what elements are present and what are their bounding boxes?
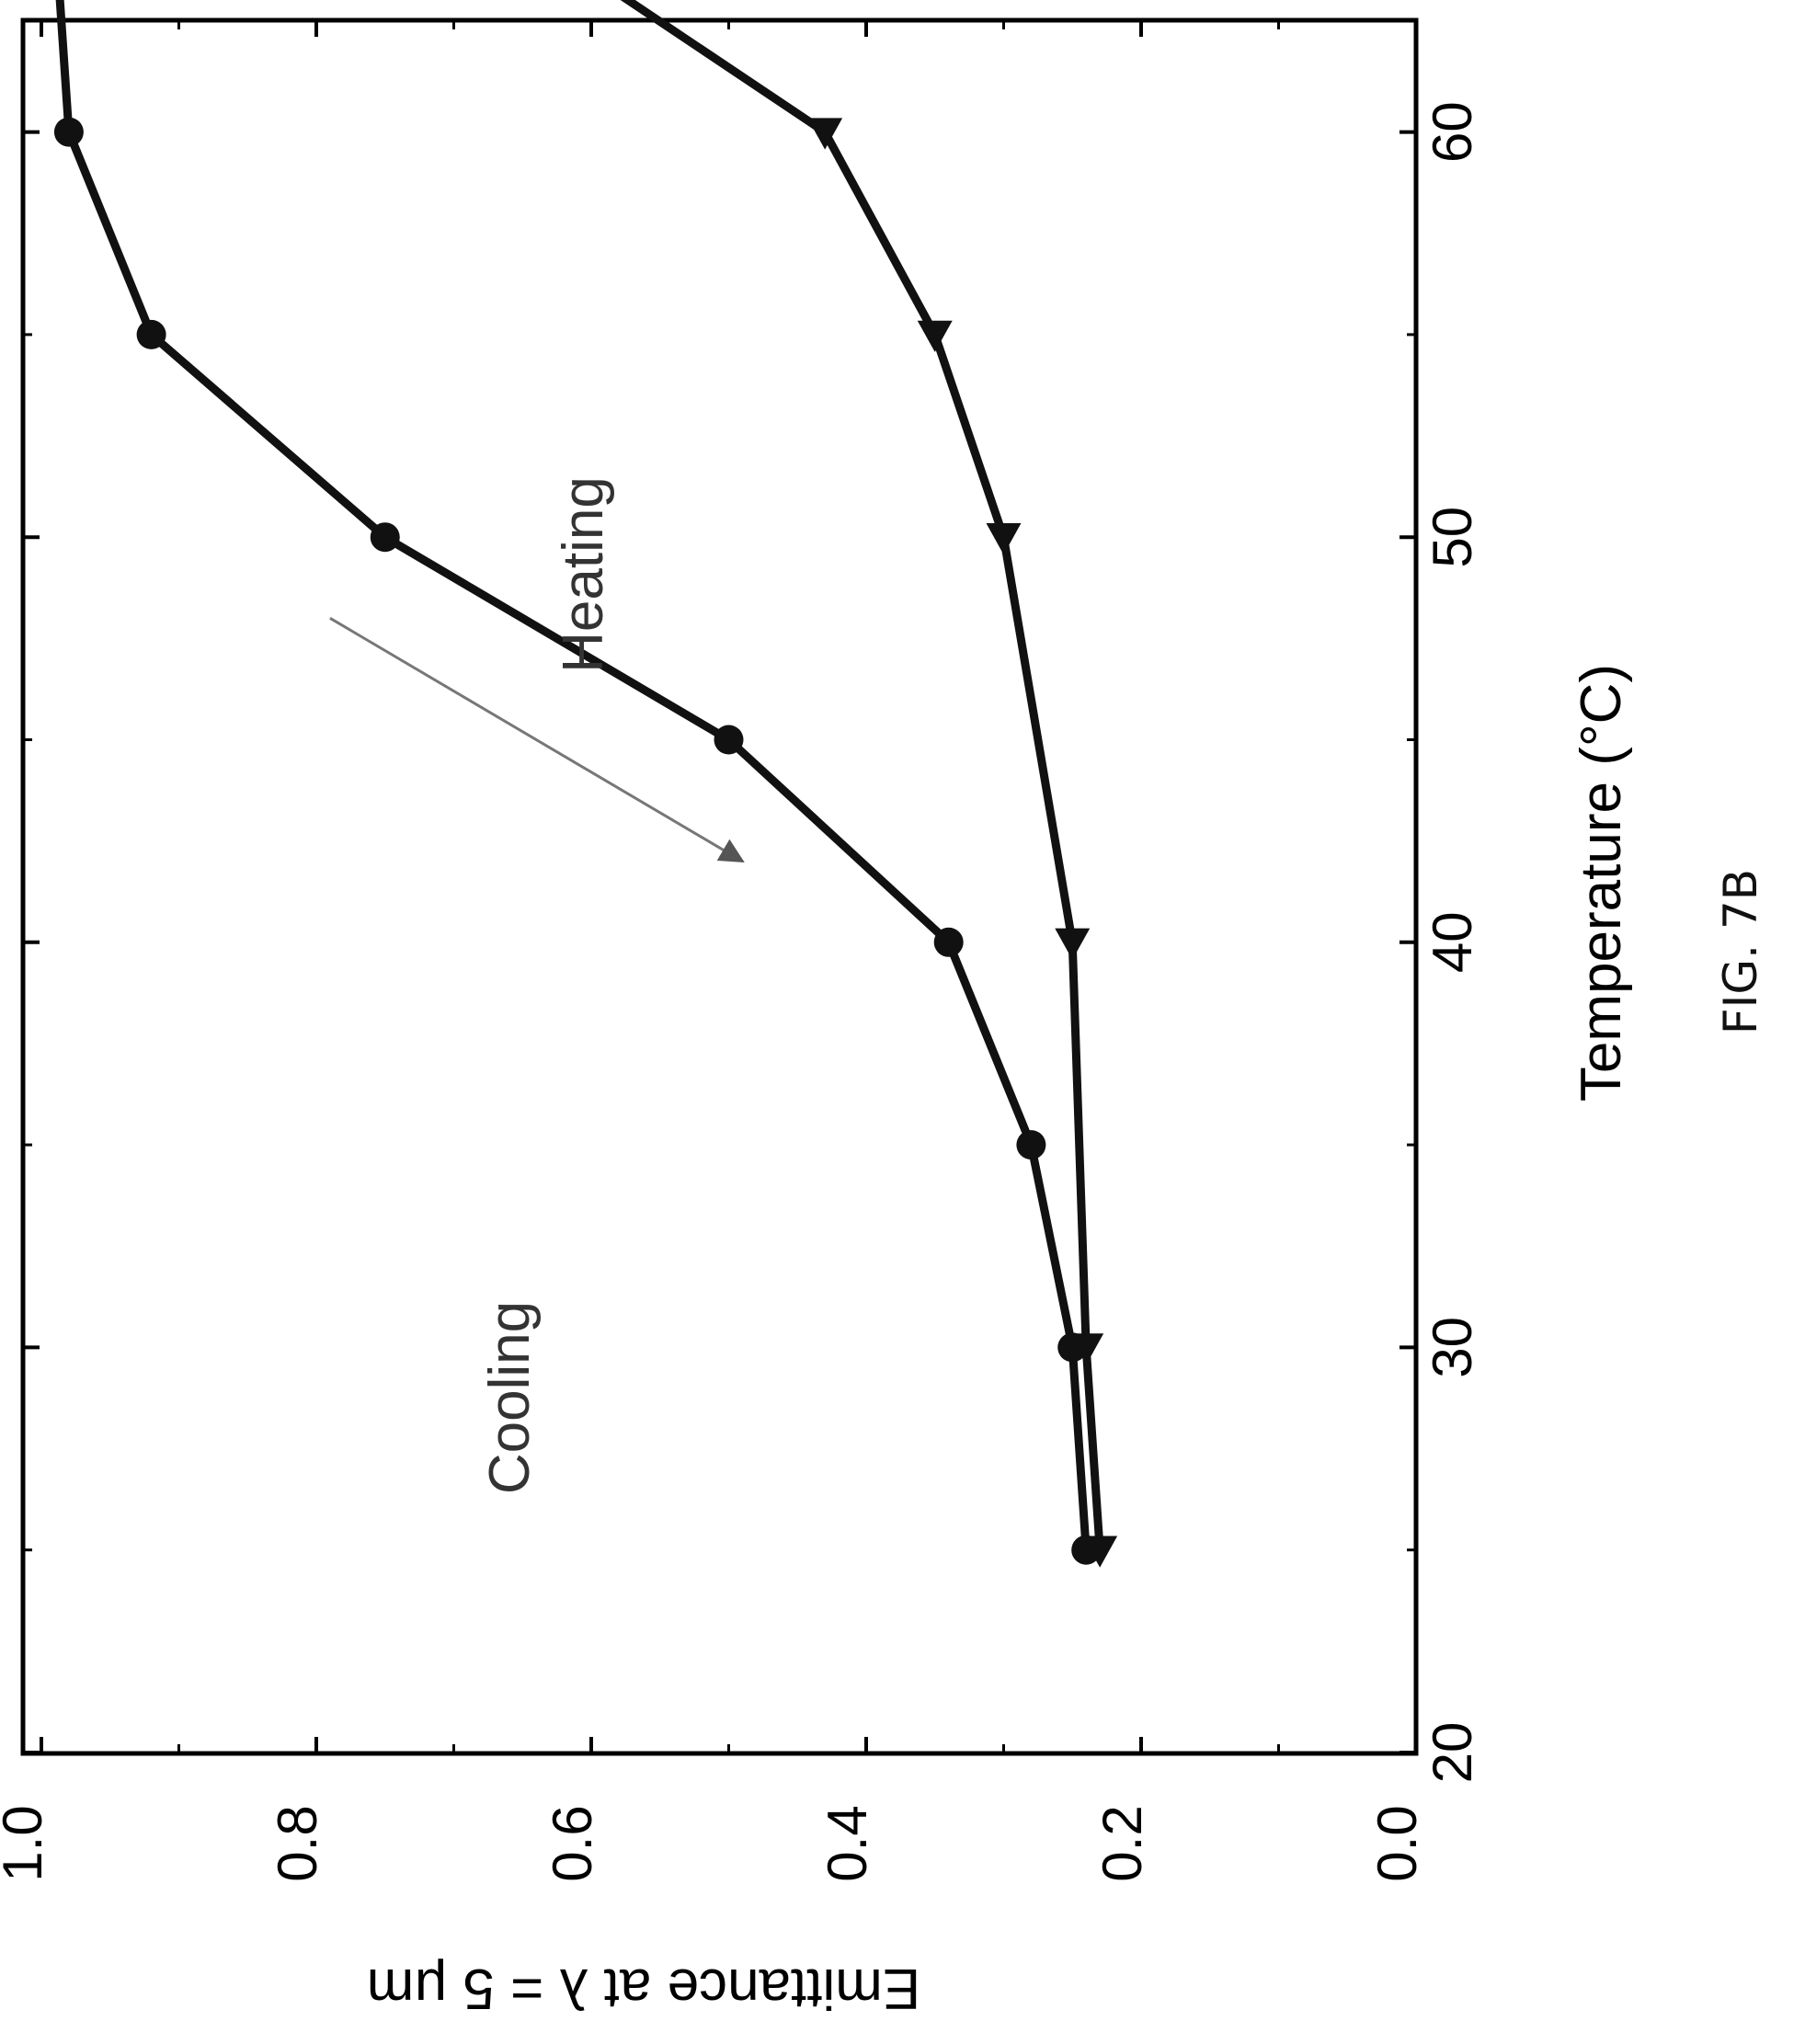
x-axis-title: Temperature (°C) [1570,664,1633,1102]
data-point [1068,1333,1104,1365]
data-point [917,320,953,352]
series-line [620,0,1104,1551]
series-1 [53,0,1102,1565]
y-tick-label: 0.6 [542,1805,603,1881]
cooling-label: Cooling [478,1301,542,1494]
series-2 [620,0,1118,1568]
data-point [986,523,1022,555]
data-point [136,319,166,349]
y-tick-label: 0.0 [1366,1805,1428,1881]
heating-label: Heating [552,476,615,673]
y-tick-label: 0.2 [1091,1805,1153,1881]
y-tick-label: 1.0 [0,1805,53,1881]
data-point [1055,928,1091,960]
data-point [1082,1536,1118,1568]
plot-frame [20,17,1419,1756]
series-layer [53,0,1118,1568]
data-point [933,927,964,957]
data-point [53,117,84,147]
y-tick-label: 0.4 [817,1805,878,1881]
axis-ticks: 20304050607080901000.00.20.40.60.81.0 [0,20,1483,1882]
figure-label: FIG. 7B [1714,869,1767,1034]
y-tick-label: 0.8 [267,1805,328,1881]
annotation-layer: Cooling Heating [329,476,745,1494]
cooling-arrow [329,617,745,863]
y-axis-title: Emittance at λ = 5 μm [367,1957,921,2020]
data-point [370,522,400,553]
x-tick-label: 40 [1422,911,1483,973]
x-tick-label: 30 [1422,1317,1483,1378]
x-tick-label: 20 [1422,1722,1483,1784]
x-tick-label: 60 [1422,101,1483,163]
data-point [1016,1130,1046,1160]
x-tick-label: 50 [1422,507,1483,568]
series-line [55,0,1091,1551]
data-point [714,725,744,755]
data-point [807,118,843,150]
